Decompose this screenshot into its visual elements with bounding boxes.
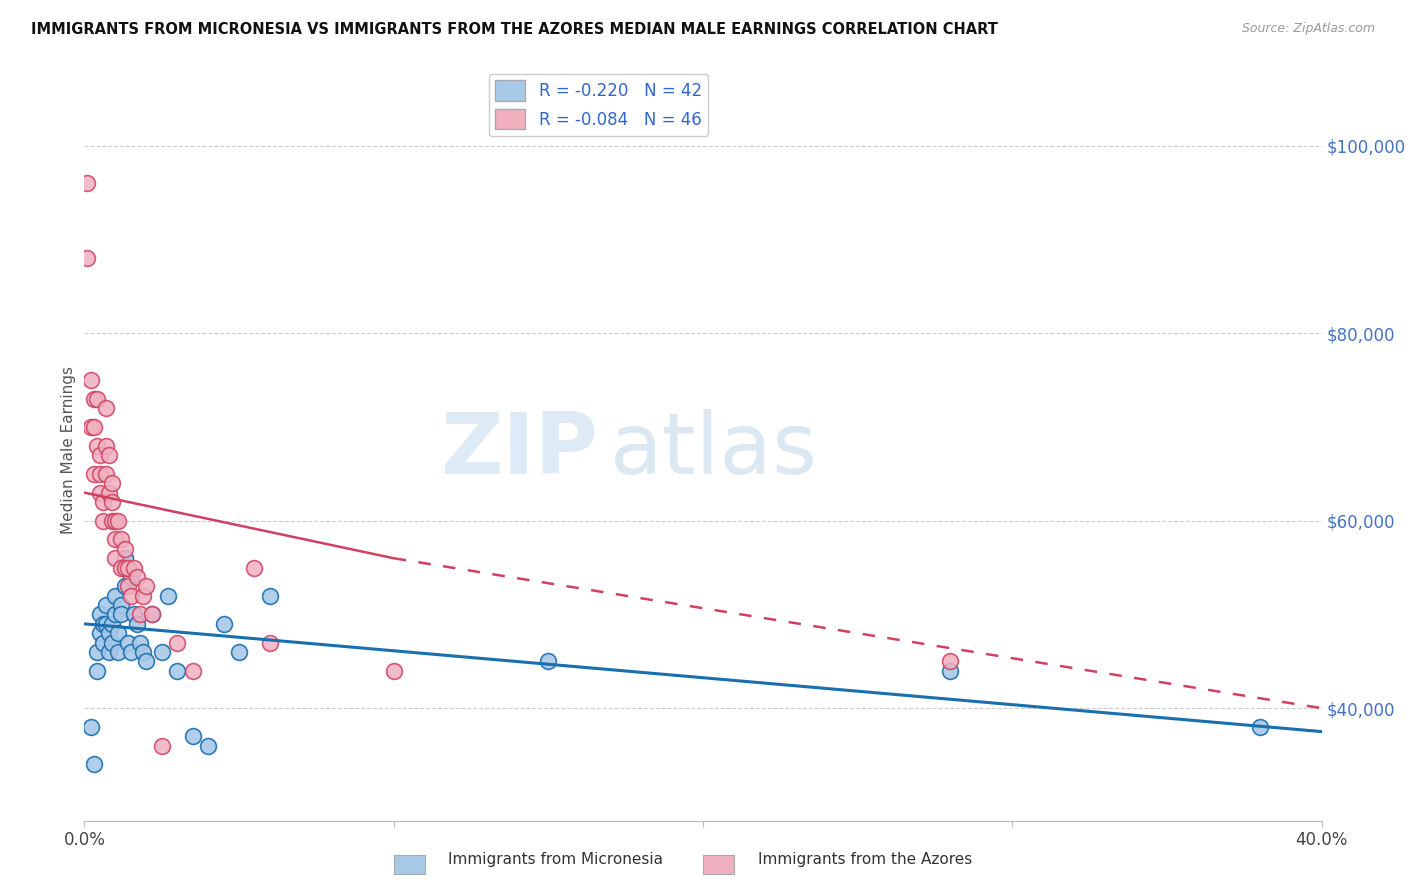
Point <box>83 757 105 772</box>
Point <box>107 514 129 528</box>
Text: Source: ZipAtlas.com: Source: ZipAtlas.com <box>1241 22 1375 36</box>
Point <box>382 664 405 678</box>
Point <box>114 560 136 574</box>
Point <box>98 645 121 659</box>
Point <box>117 635 139 649</box>
Point <box>114 579 136 593</box>
Point <box>86 645 108 659</box>
Point <box>104 514 127 528</box>
Point <box>86 392 108 406</box>
Point <box>98 485 121 500</box>
Point <box>114 541 136 556</box>
Point <box>141 607 163 622</box>
Point <box>212 616 235 631</box>
Point <box>91 635 114 649</box>
Point <box>107 626 129 640</box>
Point <box>83 392 105 406</box>
Point <box>125 616 148 631</box>
Point <box>135 654 157 668</box>
Point <box>228 645 250 659</box>
Point <box>104 533 127 547</box>
Y-axis label: Median Male Earnings: Median Male Earnings <box>60 367 76 534</box>
Point <box>117 560 139 574</box>
Point <box>110 533 132 547</box>
Point <box>166 635 188 649</box>
Point <box>122 607 145 622</box>
Point <box>94 467 117 481</box>
Point <box>76 177 98 191</box>
Point <box>101 635 124 649</box>
Point <box>110 607 132 622</box>
Point <box>135 579 157 593</box>
Text: ZIP: ZIP <box>440 409 598 492</box>
Point <box>120 645 142 659</box>
Point <box>79 373 101 387</box>
Point <box>117 579 139 593</box>
Point <box>110 598 132 612</box>
Point <box>101 514 124 528</box>
Text: IMMIGRANTS FROM MICRONESIA VS IMMIGRANTS FROM THE AZORES MEDIAN MALE EARNINGS CO: IMMIGRANTS FROM MICRONESIA VS IMMIGRANTS… <box>31 22 998 37</box>
Point <box>98 626 121 640</box>
Point <box>132 645 155 659</box>
Point <box>114 551 136 566</box>
Point <box>91 616 114 631</box>
Point <box>89 485 111 500</box>
Point <box>120 589 142 603</box>
Point <box>939 654 962 668</box>
Text: Immigrants from Micronesia: Immigrants from Micronesia <box>449 852 662 867</box>
Point <box>129 635 152 649</box>
Point <box>181 664 204 678</box>
Point <box>101 616 124 631</box>
Point <box>76 252 98 266</box>
Point <box>107 645 129 659</box>
Point <box>89 448 111 462</box>
Point <box>101 495 124 509</box>
Point <box>150 645 173 659</box>
Point <box>104 551 127 566</box>
Point <box>89 607 111 622</box>
Point <box>89 626 111 640</box>
Point <box>83 420 105 434</box>
Point <box>166 664 188 678</box>
Point <box>197 739 219 753</box>
Point <box>94 616 117 631</box>
Point <box>150 739 173 753</box>
Point <box>259 589 281 603</box>
Legend: R = -0.220   N = 42, R = -0.084   N = 46: R = -0.220 N = 42, R = -0.084 N = 46 <box>489 74 709 136</box>
Point <box>79 420 101 434</box>
Point <box>94 439 117 453</box>
Point <box>98 448 121 462</box>
Point <box>243 560 266 574</box>
Point <box>141 607 163 622</box>
Point <box>129 607 152 622</box>
Point <box>83 467 105 481</box>
Point <box>122 560 145 574</box>
Point <box>939 664 962 678</box>
Point <box>120 570 142 584</box>
Point <box>79 720 101 734</box>
Point <box>94 598 117 612</box>
Point <box>125 570 148 584</box>
Point <box>104 589 127 603</box>
Point <box>89 467 111 481</box>
Point <box>91 514 114 528</box>
Point <box>1249 720 1271 734</box>
Point <box>91 495 114 509</box>
Point <box>86 664 108 678</box>
Text: atlas: atlas <box>610 409 818 492</box>
Point <box>181 729 204 743</box>
Point <box>101 476 124 491</box>
Point <box>156 589 179 603</box>
Point <box>94 401 117 416</box>
Point <box>537 654 560 668</box>
Point <box>110 560 132 574</box>
Point <box>86 439 108 453</box>
Text: Immigrants from the Azores: Immigrants from the Azores <box>758 852 972 867</box>
Point <box>104 607 127 622</box>
Point <box>259 635 281 649</box>
Point <box>132 589 155 603</box>
